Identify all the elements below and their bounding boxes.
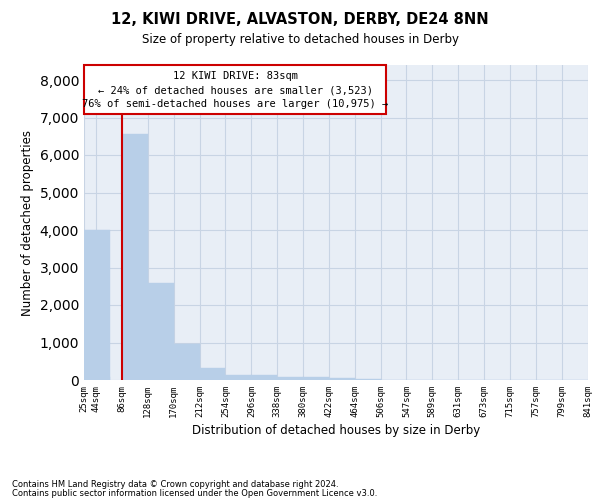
- X-axis label: Distribution of detached houses by size in Derby: Distribution of detached houses by size …: [192, 424, 480, 437]
- Bar: [122, 134, 148, 380]
- Bar: [84, 377, 110, 380]
- Text: Contains public sector information licensed under the Open Government Licence v3: Contains public sector information licen…: [12, 488, 377, 498]
- Text: Contains HM Land Registry data © Crown copyright and database right 2024.: Contains HM Land Registry data © Crown c…: [12, 480, 338, 489]
- Y-axis label: Number of detached properties: Number of detached properties: [21, 130, 34, 316]
- Bar: [148, 282, 173, 380]
- Bar: [173, 344, 199, 380]
- Bar: [329, 378, 355, 380]
- Bar: [277, 376, 303, 380]
- Bar: [303, 378, 329, 380]
- Bar: [355, 379, 381, 380]
- Text: 12, KIWI DRIVE, ALVASTON, DERBY, DE24 8NN: 12, KIWI DRIVE, ALVASTON, DERBY, DE24 8N…: [111, 12, 489, 28]
- Bar: [199, 368, 226, 380]
- Bar: [84, 230, 110, 380]
- Text: 12 KIWI DRIVE: 83sqm: 12 KIWI DRIVE: 83sqm: [173, 71, 298, 81]
- Bar: [226, 375, 251, 380]
- Text: ← 24% of detached houses are smaller (3,523): ← 24% of detached houses are smaller (3,…: [98, 85, 373, 95]
- Text: 76% of semi-detached houses are larger (10,975) →: 76% of semi-detached houses are larger (…: [82, 100, 388, 110]
- FancyBboxPatch shape: [84, 65, 386, 114]
- Bar: [251, 375, 277, 380]
- Text: Size of property relative to detached houses in Derby: Size of property relative to detached ho…: [142, 32, 458, 46]
